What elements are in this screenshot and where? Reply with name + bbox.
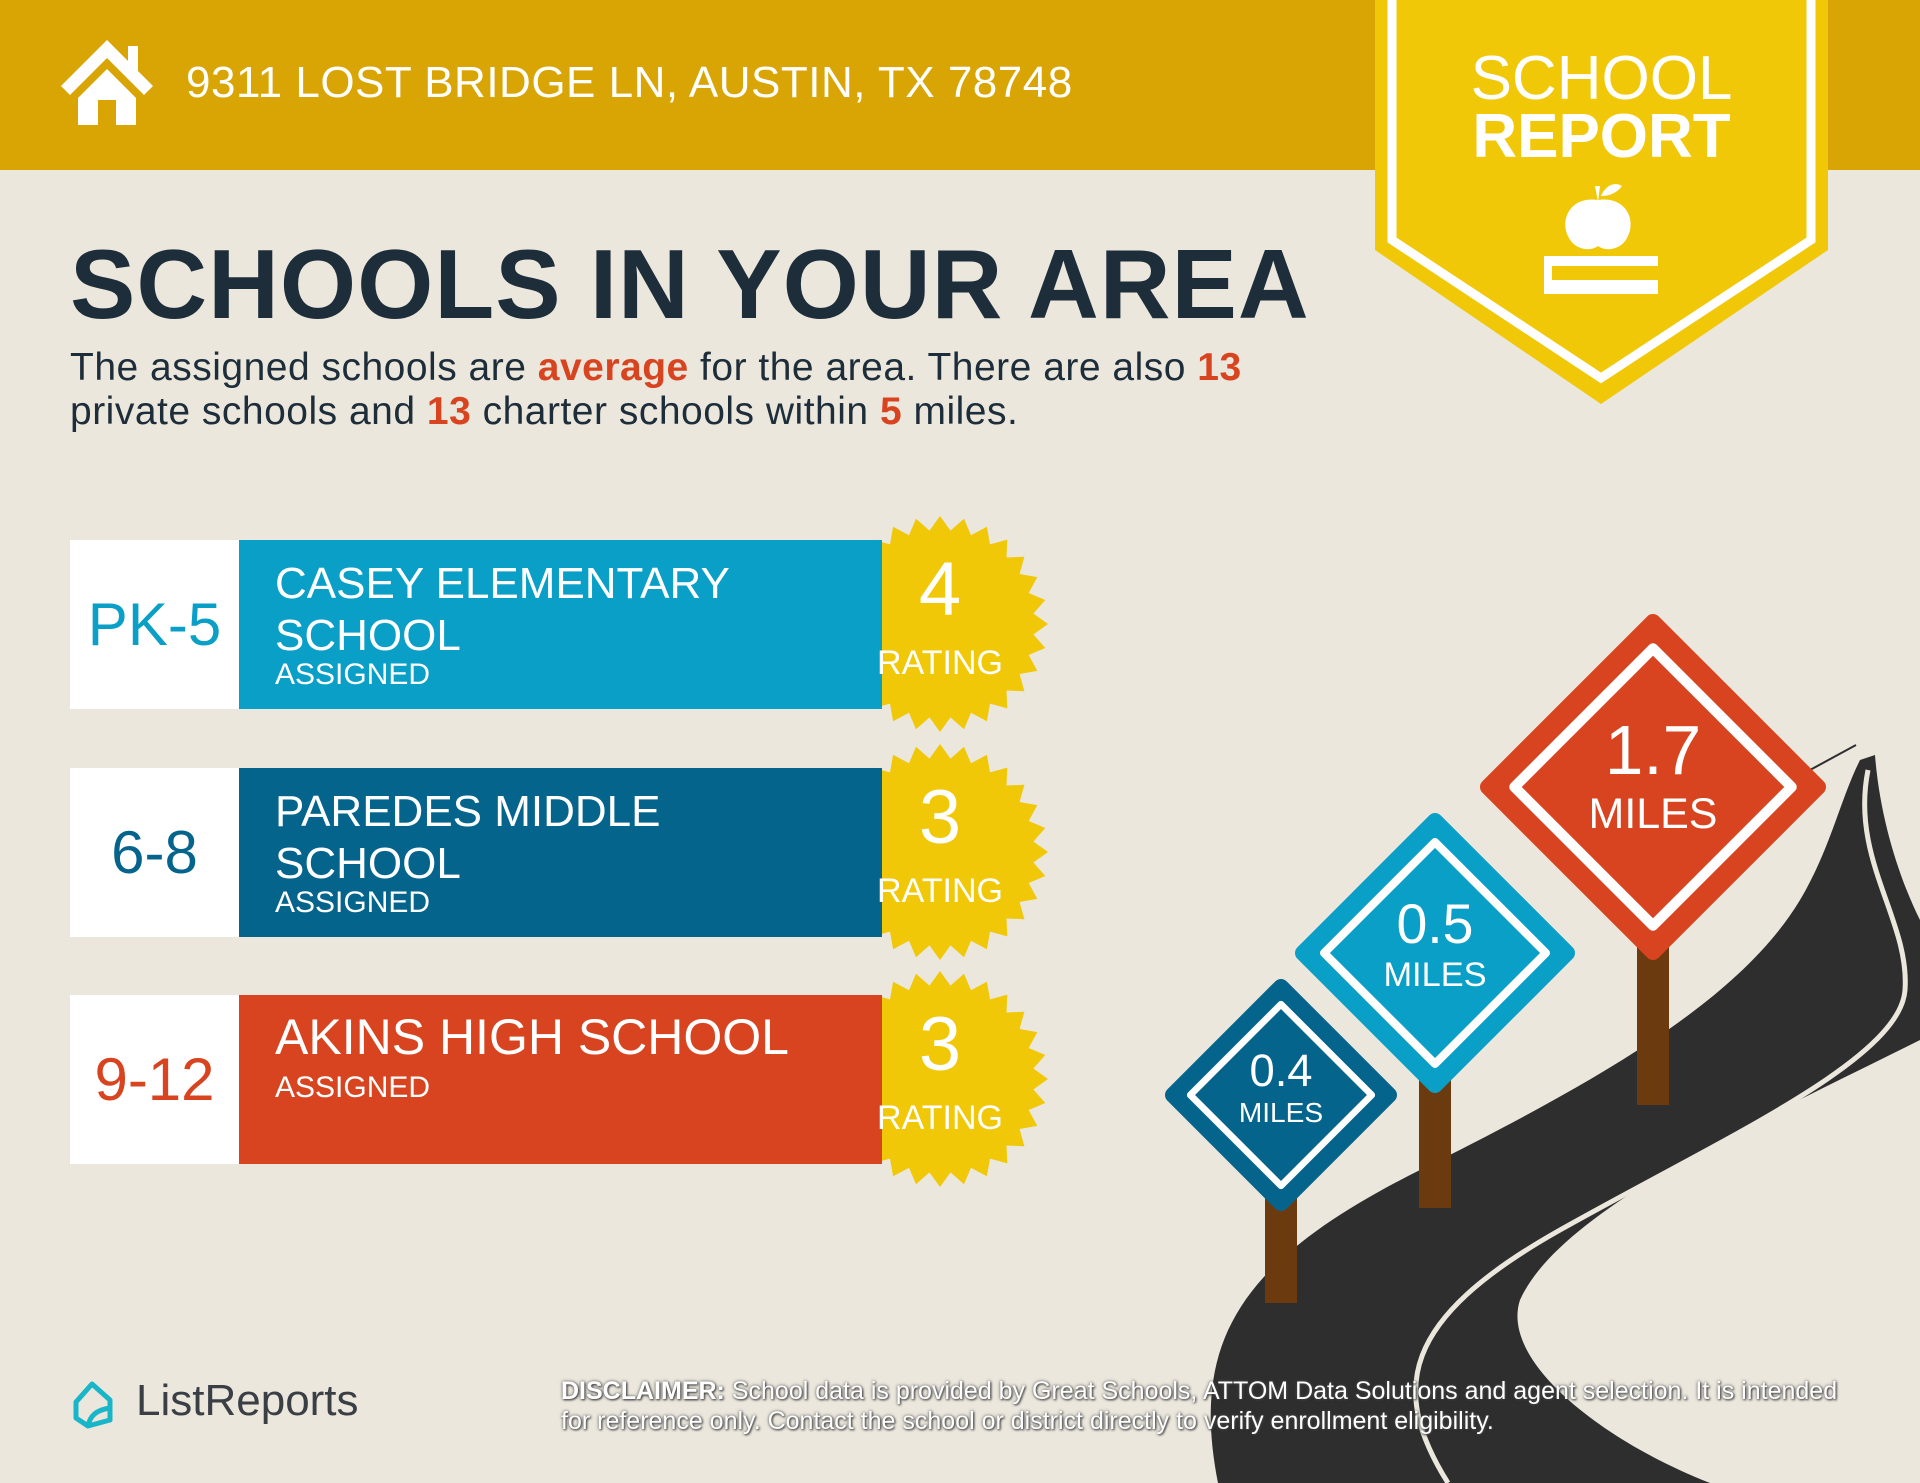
grade-range: 9-12 (70, 995, 239, 1164)
distance-unit: MILES (1383, 956, 1487, 994)
summary-text: The assigned schools are average for the… (70, 346, 1360, 434)
school-name: AKINS HIGH SCHOOL (275, 1009, 789, 1065)
page-title: SCHOOLS IN YOUR AREA (70, 229, 1310, 339)
summary-part: private schools and (70, 390, 427, 433)
distance-label: 1.7 MILES (1488, 714, 1818, 842)
charter-count: 13 (426, 390, 472, 433)
summary-part: The assigned schools are (70, 346, 538, 389)
banner-line-2: REPORT (1472, 102, 1731, 171)
distance-unit: MILES (1588, 790, 1718, 838)
assignment-status: ASSIGNED (275, 886, 431, 919)
rating-starburst (832, 971, 1048, 1187)
assignment-status: ASSIGNED (275, 1071, 431, 1104)
disclaimer-text: School data is provided by Great Schools… (561, 1377, 1838, 1435)
sign-border (1186, 1000, 1376, 1190)
distance-label: 0.5 MILES (1303, 895, 1567, 998)
rating-label: RATING (877, 872, 1003, 910)
property-address: 9311 LOST BRIDGE LN, AUSTIN, TX 78748 (186, 58, 1073, 107)
distance-value: 0.4 (1249, 1045, 1313, 1097)
banner-title: SCHOOL REPORT (1375, 44, 1828, 171)
distance-value: 1.7 (1604, 711, 1702, 790)
school-name: PAREDES MIDDLE SCHOOL (275, 787, 661, 888)
rating-label: RATING (877, 1099, 1003, 1137)
distance-unit: MILES (1238, 1096, 1324, 1128)
road-illustration (1210, 744, 1920, 1483)
summary-part: charter schools within (471, 390, 880, 433)
rating-value: 3 (918, 1002, 962, 1087)
rating-value: 3 (918, 775, 962, 860)
summary-part: miles. (902, 390, 1019, 433)
school-name: CASEY ELEMENTARY SCHOOL (275, 559, 730, 660)
distance-sign (1295, 813, 1575, 1093)
distance-label: 0.4 MILES (1173, 1047, 1389, 1131)
assignment-status: ASSIGNED (275, 658, 431, 691)
rating-label: RATING (877, 644, 1003, 682)
rating-word: average (537, 346, 689, 389)
distance-sign (1480, 614, 1826, 960)
grade-range: 6-8 (70, 768, 239, 937)
rating-badge: 3 RATING (832, 971, 1048, 1187)
rating-badge: 4 RATING (832, 516, 1048, 732)
school-bar: PAREDES MIDDLE SCHOOL ASSIGNED (239, 768, 882, 937)
rating-value: 4 (918, 547, 962, 632)
school-row[interactable]: 6-8 PAREDES MIDDLE SCHOOL ASSIGNED (70, 768, 882, 937)
house-icon (61, 40, 153, 125)
rating-badge: 3 RATING (832, 744, 1048, 960)
logo-text: ListReports (136, 1376, 359, 1425)
disclaimer-label: DISCLAIMER: (561, 1377, 725, 1405)
rating-starburst (832, 516, 1048, 732)
grade-range: PK-5 (70, 540, 239, 709)
summary-part: for the area. There are also (688, 346, 1198, 389)
listreports-logo-icon (73, 1381, 113, 1429)
distance-sign (1165, 979, 1397, 1211)
banner-line-1: SCHOOL (1470, 44, 1733, 113)
school-bar: CASEY ELEMENTARY SCHOOL ASSIGNED (239, 540, 882, 709)
listreports-logo: ListReports (70, 1376, 359, 1426)
school-row[interactable]: PK-5 CASEY ELEMENTARY SCHOOL ASSIGNED (70, 540, 882, 709)
sign-border (1509, 643, 1797, 931)
radius-miles: 5 (879, 390, 903, 433)
private-count: 13 (1197, 346, 1242, 389)
sign-border (1319, 837, 1551, 1069)
school-row[interactable]: 9-12 AKINS HIGH SCHOOL ASSIGNED (70, 995, 882, 1164)
rating-starburst (832, 744, 1048, 960)
apple-on-book-icon (1544, 184, 1658, 294)
school-bar: AKINS HIGH SCHOOL ASSIGNED (239, 995, 882, 1164)
distance-value: 0.5 (1396, 892, 1474, 955)
disclaimer: DISCLAIMER: School data is provided by G… (561, 1376, 1861, 1436)
